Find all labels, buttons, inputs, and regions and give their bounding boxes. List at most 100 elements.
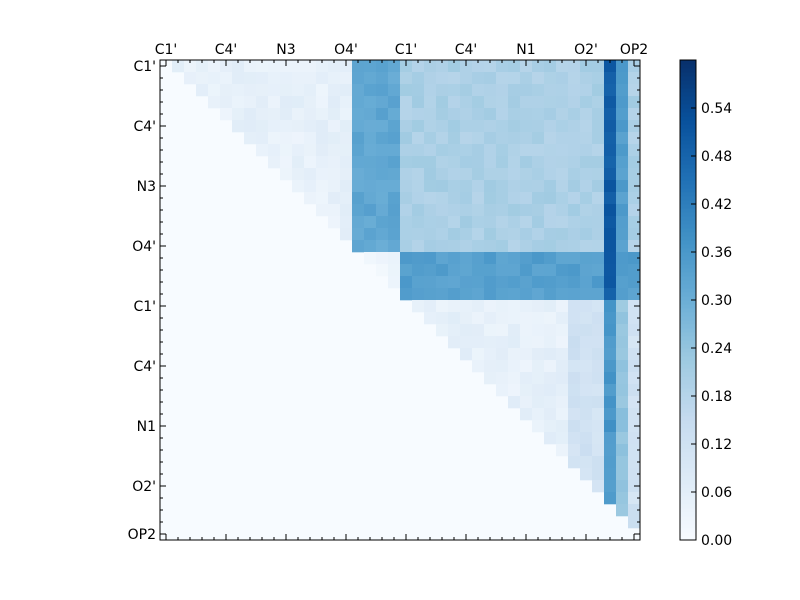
heatmap-cell — [460, 96, 473, 109]
heatmap-cell — [424, 276, 437, 289]
heatmap-cell — [580, 348, 593, 361]
heatmap-cell — [580, 120, 593, 133]
heatmap-cell — [448, 156, 461, 169]
heatmap-cell — [604, 132, 617, 145]
heatmap-cell — [280, 60, 293, 73]
colorbar-segment — [680, 476, 696, 481]
colorbar-segment — [680, 184, 696, 189]
heatmap-cell — [532, 312, 545, 325]
colorbar-segment — [680, 60, 696, 65]
heatmap-cell — [496, 60, 509, 73]
heatmap-cell — [604, 168, 617, 181]
heatmap-cell — [532, 84, 545, 97]
heatmap-cell — [556, 276, 569, 289]
heatmap-cell — [268, 144, 281, 157]
heatmap-cell — [424, 288, 437, 301]
heatmap-cell — [616, 96, 629, 109]
heatmap-cell — [520, 336, 533, 349]
colorbar-segment — [680, 436, 696, 441]
heatmap-cell — [616, 72, 629, 85]
heatmap-cell — [472, 336, 485, 349]
heatmap-cell — [496, 120, 509, 133]
heatmap-cell — [568, 72, 581, 85]
heatmap-cell — [568, 144, 581, 157]
heatmap-cell — [568, 372, 581, 385]
x-tick-label: N1 — [516, 42, 535, 58]
heatmap-cell — [568, 420, 581, 433]
heatmap-cell — [568, 204, 581, 217]
heatmap-cell — [544, 180, 557, 193]
heatmap-cell — [580, 180, 593, 193]
colorbar-segment — [680, 228, 696, 233]
heatmap-cell — [436, 216, 449, 229]
heatmap-cell — [628, 252, 641, 265]
heatmap-cell — [592, 156, 605, 169]
heatmap-cell — [544, 84, 557, 97]
heatmap-cell — [520, 348, 533, 361]
heatmap-cell — [616, 360, 629, 373]
heatmap-cell — [628, 516, 641, 529]
heatmap-cell — [436, 324, 449, 337]
heatmap-cell — [592, 312, 605, 325]
heatmap-cell — [592, 216, 605, 229]
heatmap-cell — [208, 84, 221, 97]
heatmap-cell — [268, 60, 281, 73]
heatmap-cell — [544, 348, 557, 361]
heatmap-cell — [592, 252, 605, 265]
heatmap-cell — [316, 60, 329, 73]
colorbar-segment — [680, 456, 696, 461]
heatmap-cell — [472, 204, 485, 217]
heatmap-cell — [520, 264, 533, 277]
heatmap-cell — [376, 108, 389, 121]
y-tick-label: N1 — [137, 419, 156, 435]
heatmap-cell — [568, 324, 581, 337]
colorbar-segment — [680, 260, 696, 265]
colorbar-segment — [680, 300, 696, 305]
heatmap-cell — [604, 144, 617, 157]
heatmap-cell — [472, 60, 485, 73]
heatmap-cell — [316, 156, 329, 169]
heatmap-cell — [628, 396, 641, 409]
heatmap-cell — [556, 72, 569, 85]
heatmap-cell — [508, 72, 521, 85]
heatmap-cell — [472, 120, 485, 133]
colorbar-segment — [680, 120, 696, 125]
heatmap-cell — [412, 192, 425, 205]
heatmap-cell — [532, 144, 545, 157]
heatmap-cell — [580, 108, 593, 121]
heatmap-cell — [376, 84, 389, 97]
heatmap-cell — [556, 264, 569, 277]
heatmap-cell — [616, 180, 629, 193]
heatmap-cell — [544, 372, 557, 385]
heatmap-cell — [520, 384, 533, 397]
heatmap-cell — [616, 240, 629, 253]
heatmap-cell — [484, 168, 497, 181]
colorbar-segment — [680, 216, 696, 221]
heatmap-cell — [352, 156, 365, 169]
colorbar-segment — [680, 116, 696, 121]
heatmap-cell — [388, 252, 401, 265]
heatmap-cell — [544, 408, 557, 421]
heatmap-cell — [424, 300, 437, 313]
heatmap-cell — [556, 420, 569, 433]
heatmap-cell — [256, 132, 269, 145]
heatmap-cell — [412, 276, 425, 289]
heatmap-cell — [208, 96, 221, 109]
heatmap-cell — [628, 312, 641, 325]
heatmap-cell — [616, 384, 629, 397]
heatmap-cell — [520, 192, 533, 205]
heatmap-cell — [412, 144, 425, 157]
heatmap-cell — [604, 156, 617, 169]
heatmap-cell — [424, 108, 437, 121]
heatmap-cell — [448, 312, 461, 325]
heatmap-cell — [460, 216, 473, 229]
heatmap-cell — [316, 144, 329, 157]
heatmap-cell — [472, 240, 485, 253]
heatmap-cell — [352, 60, 365, 73]
heatmap-cell — [508, 360, 521, 373]
heatmap-cell — [496, 72, 509, 85]
x-tick-label: C4' — [455, 42, 478, 58]
heatmap-cell — [412, 204, 425, 217]
colorbar-segment — [680, 420, 696, 425]
heatmap-cell — [616, 168, 629, 181]
